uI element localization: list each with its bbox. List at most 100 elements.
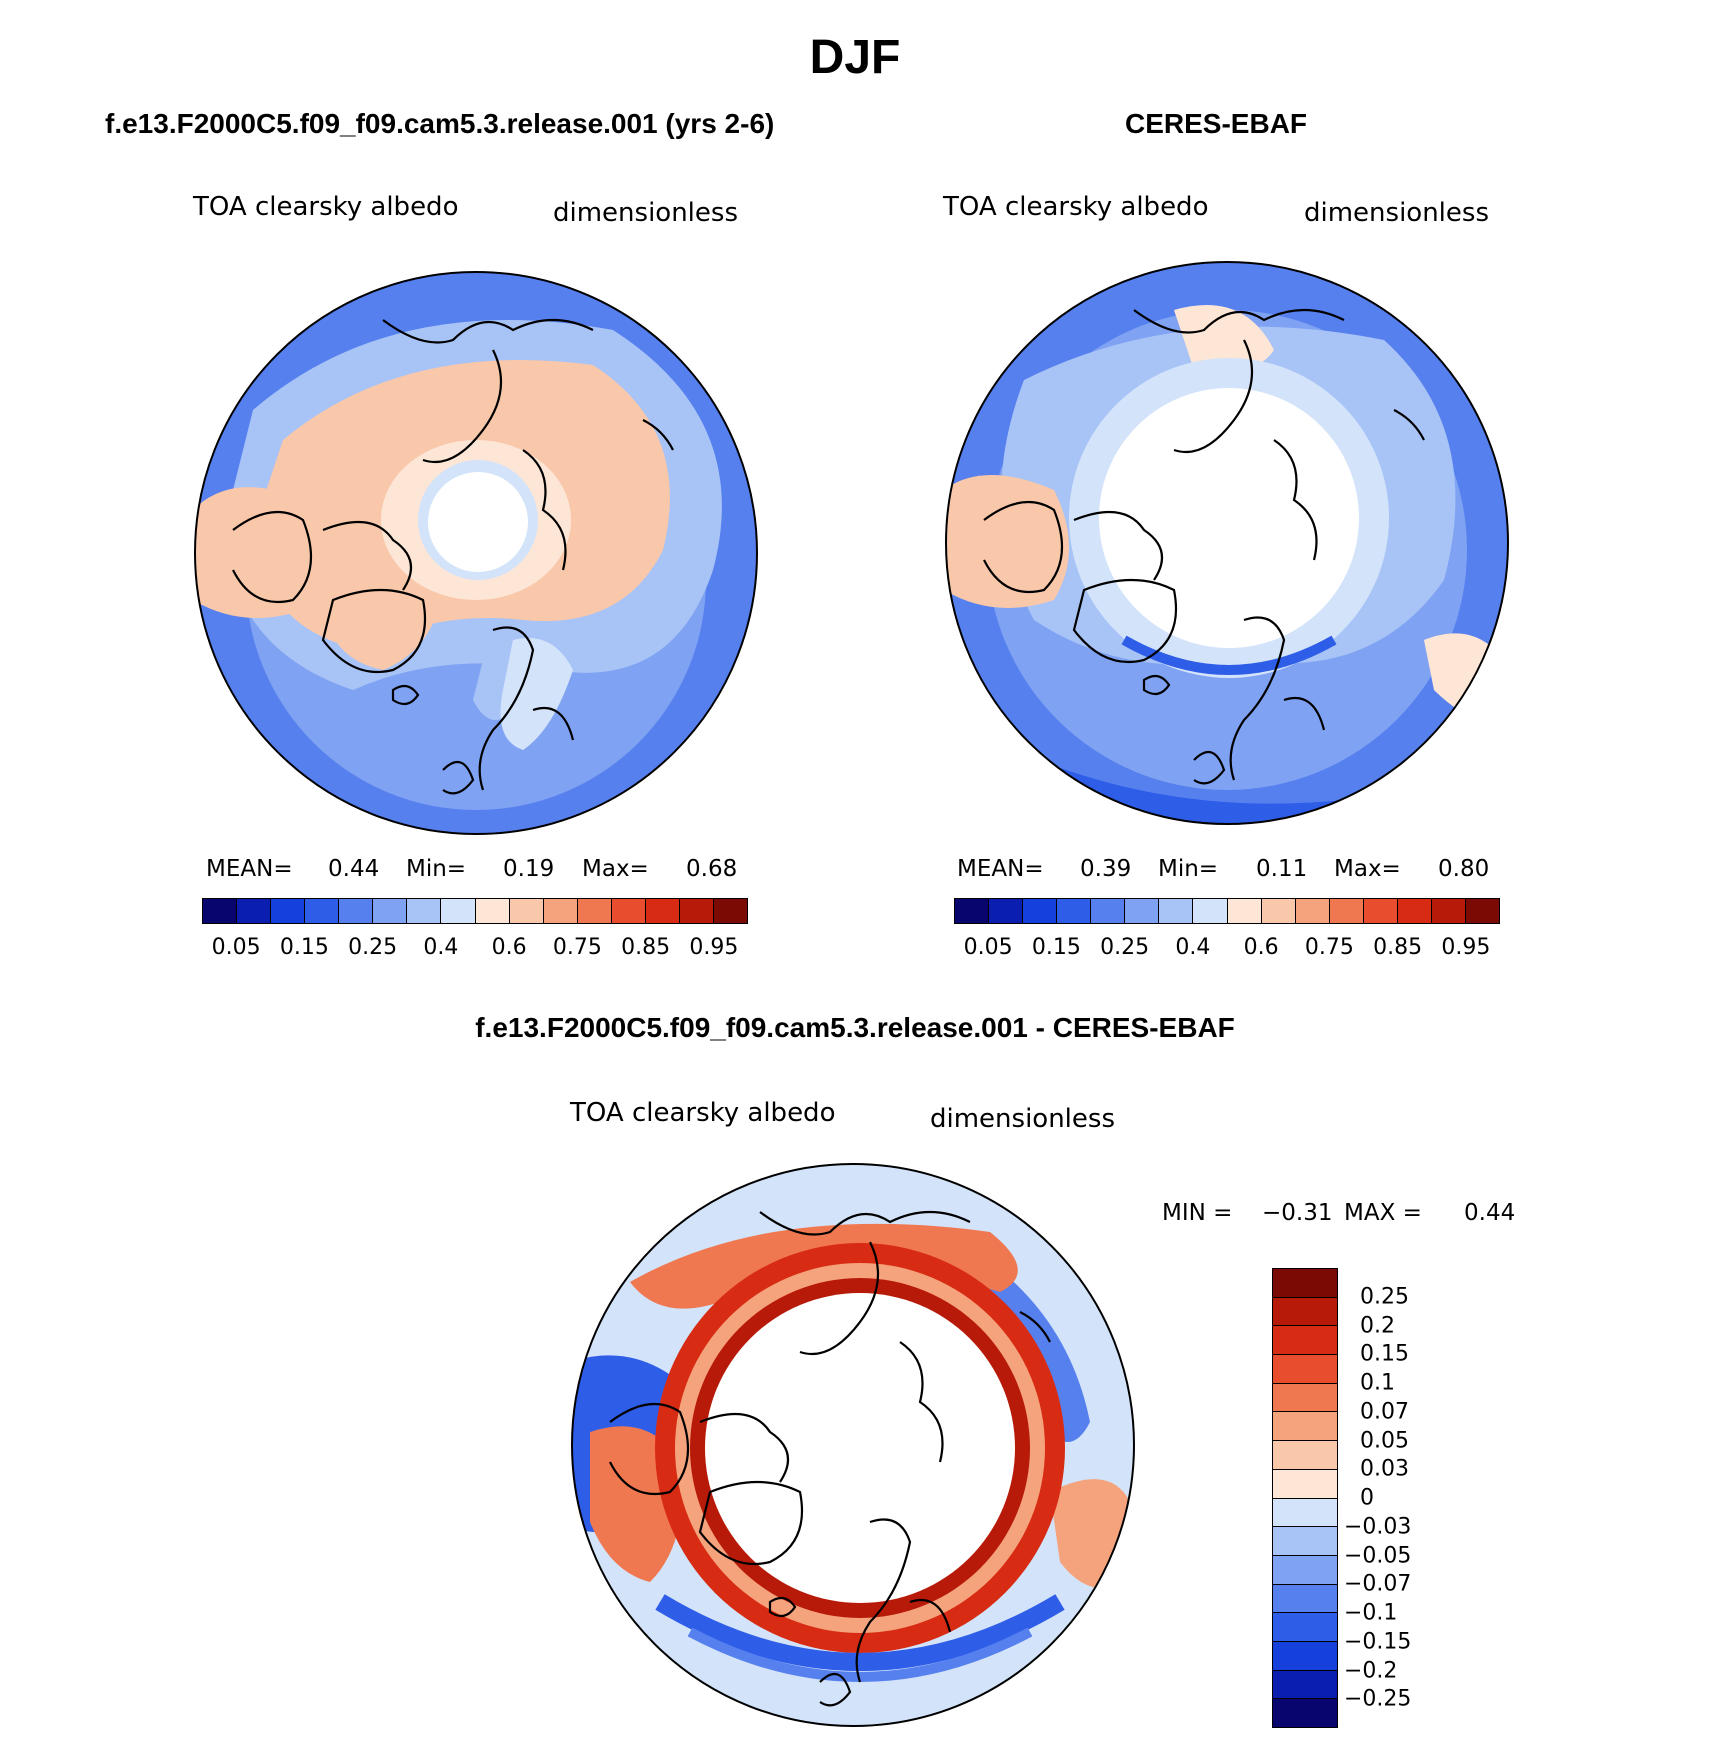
diff-colorbar-swatch bbox=[1273, 1441, 1337, 1470]
obs-colorbar-tick-label: 0.4 bbox=[1175, 935, 1211, 960]
obs-min-value: 0.11 bbox=[1256, 856, 1308, 882]
model-colorbar-swatch bbox=[271, 899, 306, 923]
diff-colorbar-tick-label: 0.07 bbox=[1360, 1399, 1409, 1425]
obs-colorbar-swatch bbox=[1329, 899, 1364, 923]
diff-variable-label: TOA clearsky albedo bbox=[570, 1098, 836, 1128]
obs-colorbar-swatch bbox=[1431, 899, 1466, 923]
model-colorbar-swatch bbox=[713, 899, 747, 923]
diff-colorbar-swatch bbox=[1273, 1641, 1337, 1671]
diff-colorbar-swatch bbox=[1273, 1670, 1337, 1700]
obs-colorbar-swatch bbox=[955, 899, 990, 923]
diff-colorbar-tick-label: −0.2 bbox=[1344, 1658, 1398, 1683]
model-max-value: 0.68 bbox=[686, 856, 738, 882]
model-min-label: Min= bbox=[406, 856, 467, 882]
model-polar-map bbox=[194, 271, 758, 835]
diff-colorbar-swatch bbox=[1273, 1326, 1337, 1356]
obs-mean-label: MEAN= bbox=[957, 856, 1044, 882]
model-colorbar-swatch bbox=[611, 899, 646, 923]
model-colorbar-tick-label: 0.4 bbox=[423, 935, 459, 960]
diff-colorbar-swatch bbox=[1273, 1297, 1337, 1327]
obs-colorbar-swatch bbox=[1091, 899, 1126, 923]
obs-min-label: Min= bbox=[1158, 856, 1219, 882]
diff-panel-heading: f.e13.F2000C5.f09_f09.cam5.3.release.001… bbox=[475, 1012, 1235, 1043]
model-colorbar-swatch bbox=[203, 899, 238, 923]
diff-colorbar-tick-label: 0 bbox=[1360, 1485, 1374, 1511]
diff-colorbar-swatch bbox=[1273, 1383, 1337, 1413]
diff-colorbar-tick-label: 0.2 bbox=[1360, 1313, 1395, 1338]
model-colorbar-swatch bbox=[407, 899, 442, 923]
diff-colorbar-swatch bbox=[1273, 1584, 1337, 1614]
obs-colorbar-tick-label: 0.05 bbox=[963, 935, 1013, 960]
model-colorbar-tick-label: 0.25 bbox=[348, 935, 398, 960]
model-colorbar-tick-label: 0.6 bbox=[491, 935, 527, 960]
obs-colorbar-swatch bbox=[1295, 899, 1330, 923]
diff-colorbar-tick-label: −0.05 bbox=[1344, 1543, 1412, 1568]
diff-min-value: −0.31 bbox=[1262, 1200, 1333, 1226]
diff-colorbar-tick-label: 0.05 bbox=[1360, 1428, 1409, 1453]
obs-colorbar-swatch bbox=[1363, 899, 1398, 923]
diff-colorbar-swatch bbox=[1273, 1613, 1337, 1642]
diff-colorbar-swatch bbox=[1273, 1355, 1337, 1384]
obs-colorbar-swatch bbox=[1261, 899, 1296, 923]
obs-colorbar-tick-label: 0.75 bbox=[1304, 935, 1354, 960]
model-colorbar-swatch bbox=[543, 899, 578, 923]
diff-min-label: MIN = bbox=[1162, 1200, 1233, 1226]
diff-colorbar-swatch bbox=[1273, 1498, 1337, 1528]
model-colorbar-swatch bbox=[305, 899, 340, 923]
diff-colorbar-tick-label: 0.03 bbox=[1360, 1456, 1409, 1482]
diff-colorbar-tick-label: −0.03 bbox=[1344, 1514, 1412, 1540]
diff-colorbar-tick-label: −0.15 bbox=[1344, 1629, 1412, 1655]
model-panel-heading: f.e13.F2000C5.f09_f09.cam5.3.release.001… bbox=[105, 108, 775, 139]
obs-max-value: 0.80 bbox=[1438, 856, 1490, 882]
model-max-label: Max= bbox=[582, 856, 649, 882]
diff-colorbar-swatch bbox=[1273, 1699, 1337, 1727]
obs-colorbar-swatch bbox=[1193, 899, 1228, 923]
diff-colorbar-labels: 0.25 0.2 0.15 0.1 0.07 0.05 0.03 0 −0.03 −0.05 −0.… bbox=[1344, 1268, 1464, 1728]
model-colorbar-swatch bbox=[339, 899, 374, 923]
obs-colorbar-tick-label: 0.85 bbox=[1373, 935, 1423, 960]
diff-colorbar-tick-label: −0.07 bbox=[1344, 1571, 1412, 1597]
model-colorbar-labels: 0.05 0.15 0.25 0.4 0.6 0.75 0.85 0.95 bbox=[202, 935, 748, 965]
obs-colorbar-labels: 0.05 0.15 0.25 0.4 0.6 0.75 0.85 0.95 bbox=[954, 935, 1500, 965]
diff-colorbar-swatch bbox=[1273, 1469, 1337, 1499]
obs-colorbar-tick-label: 0.25 bbox=[1100, 935, 1150, 960]
diff-max-label: MAX = bbox=[1344, 1200, 1422, 1226]
diff-polar-map bbox=[571, 1163, 1135, 1727]
obs-polar-map bbox=[945, 261, 1509, 825]
obs-units-label: dimensionless bbox=[1304, 198, 1489, 228]
obs-colorbar-swatch bbox=[1227, 899, 1262, 923]
diff-colorbar-tick-label: 0.1 bbox=[1360, 1370, 1395, 1396]
diff-colorbar-swatch bbox=[1273, 1412, 1337, 1442]
obs-colorbar-tick-label: 0.95 bbox=[1441, 935, 1491, 960]
model-colorbar-swatch bbox=[509, 899, 544, 923]
diff-colorbar-swatch bbox=[1273, 1269, 1337, 1298]
model-colorbar-tick-label: 0.05 bbox=[211, 935, 261, 960]
diff-colorbar-tick-label: 0.25 bbox=[1360, 1284, 1409, 1310]
obs-panel-heading: CERES-EBAF bbox=[1125, 108, 1308, 139]
model-variable-label: TOA clearsky albedo bbox=[193, 192, 459, 222]
obs-colorbar-swatch bbox=[1057, 899, 1092, 923]
model-colorbar bbox=[202, 898, 748, 924]
model-mean-label: MEAN= bbox=[206, 856, 293, 882]
diff-colorbar bbox=[1272, 1268, 1338, 1728]
obs-mean-value: 0.39 bbox=[1080, 856, 1132, 882]
model-colorbar-swatch bbox=[577, 899, 612, 923]
diff-colorbar-tick-label: −0.25 bbox=[1344, 1686, 1412, 1712]
model-colorbar-swatch bbox=[645, 899, 680, 923]
obs-colorbar bbox=[954, 898, 1500, 924]
model-colorbar-tick-label: 0.15 bbox=[279, 935, 329, 960]
model-colorbar-swatch bbox=[441, 899, 476, 923]
obs-max-label: Max= bbox=[1334, 856, 1401, 882]
obs-colorbar-swatch bbox=[989, 899, 1024, 923]
model-colorbar-tick-label: 0.75 bbox=[552, 935, 602, 960]
obs-variable-label: TOA clearsky albedo bbox=[943, 192, 1209, 222]
diff-colorbar-tick-label: −0.1 bbox=[1344, 1600, 1398, 1626]
model-colorbar-swatch bbox=[237, 899, 272, 923]
obs-colorbar-swatch bbox=[1023, 899, 1058, 923]
model-colorbar-swatch bbox=[679, 899, 714, 923]
diff-colorbar-swatch bbox=[1273, 1555, 1337, 1585]
model-colorbar-tick-label: 0.95 bbox=[689, 935, 739, 960]
model-units-label: dimensionless bbox=[553, 198, 738, 228]
diff-colorbar-tick-label: 0.15 bbox=[1360, 1341, 1409, 1367]
model-colorbar-swatch bbox=[373, 899, 408, 923]
